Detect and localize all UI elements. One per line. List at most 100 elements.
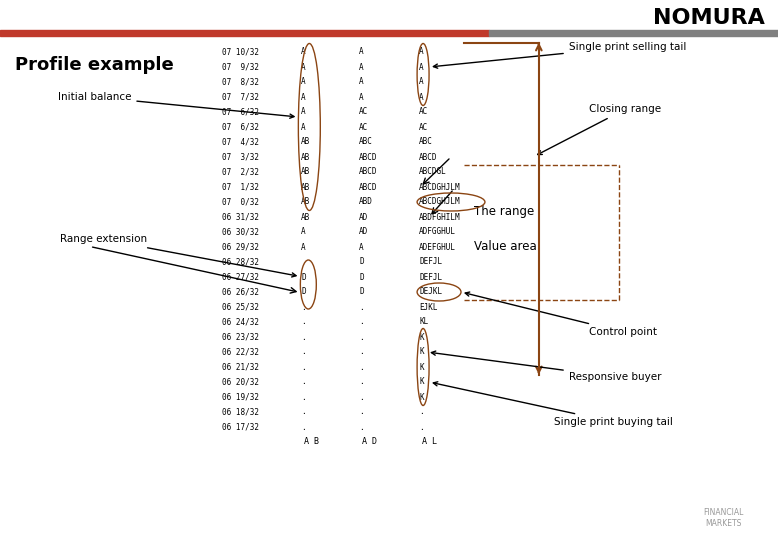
- Text: A: A: [419, 78, 424, 86]
- Text: .: .: [360, 393, 363, 402]
- Text: .: .: [360, 348, 363, 356]
- Text: A: A: [301, 48, 306, 57]
- Text: A: A: [419, 63, 424, 71]
- Text: .: .: [419, 408, 424, 416]
- Text: .: .: [360, 333, 363, 341]
- Text: 06 21/32: 06 21/32: [222, 362, 258, 372]
- Text: 06 28/32: 06 28/32: [222, 258, 258, 267]
- Text: ADEFGHUL: ADEFGHUL: [419, 242, 456, 252]
- Text: .: .: [301, 348, 306, 356]
- Text: .: .: [301, 362, 306, 372]
- Text: 06 27/32: 06 27/32: [222, 273, 258, 281]
- Text: 06 18/32: 06 18/32: [222, 408, 258, 416]
- Text: .: .: [301, 333, 306, 341]
- Text: Single print selling tail: Single print selling tail: [434, 42, 686, 68]
- Text: KL: KL: [419, 318, 428, 327]
- Text: ABCD: ABCD: [360, 152, 378, 161]
- Text: Single print buying tail: Single print buying tail: [434, 382, 672, 427]
- Text: AB: AB: [301, 167, 310, 177]
- Text: Profile example: Profile example: [15, 56, 174, 74]
- Text: 07  3/32: 07 3/32: [222, 152, 258, 161]
- Text: AC: AC: [419, 123, 428, 132]
- Text: .: .: [360, 422, 363, 431]
- Text: 06 23/32: 06 23/32: [222, 333, 258, 341]
- Text: A D: A D: [362, 437, 378, 447]
- Text: A: A: [419, 48, 424, 57]
- Text: EJKL: EJKL: [419, 302, 438, 312]
- Text: AB: AB: [301, 213, 310, 221]
- Text: 06 26/32: 06 26/32: [222, 287, 258, 296]
- Text: K: K: [419, 362, 424, 372]
- Text: 07  6/32: 07 6/32: [222, 107, 258, 117]
- Text: D: D: [301, 287, 306, 296]
- Text: ABCDGHJLM: ABCDGHJLM: [419, 183, 461, 192]
- Text: .: .: [301, 408, 306, 416]
- Text: FINANCIAL
MARKETS: FINANCIAL MARKETS: [704, 508, 743, 528]
- Text: ABCDGHJLM: ABCDGHJLM: [419, 198, 461, 206]
- Text: ABC: ABC: [419, 138, 433, 146]
- Text: 07  4/32: 07 4/32: [222, 138, 258, 146]
- Text: ABDFGHILM: ABDFGHILM: [419, 213, 461, 221]
- Text: .: .: [360, 408, 363, 416]
- Text: .: .: [360, 362, 363, 372]
- Text: AD: AD: [360, 227, 368, 237]
- Text: Value area: Value area: [474, 240, 537, 253]
- Text: D: D: [360, 273, 363, 281]
- Text: .: .: [360, 377, 363, 387]
- Text: AB: AB: [301, 198, 310, 206]
- Text: 07  6/32: 07 6/32: [222, 123, 258, 132]
- Text: .: .: [301, 302, 306, 312]
- Text: Range extension: Range extension: [60, 234, 296, 277]
- Text: A: A: [301, 78, 306, 86]
- Text: The range: The range: [474, 206, 534, 219]
- Text: A B: A B: [304, 437, 319, 447]
- Text: .: .: [301, 393, 306, 402]
- Text: AC: AC: [360, 123, 368, 132]
- Text: A: A: [360, 242, 363, 252]
- Text: ABD: ABD: [360, 198, 373, 206]
- Text: 06 25/32: 06 25/32: [222, 302, 258, 312]
- Text: 06 24/32: 06 24/32: [222, 318, 258, 327]
- Text: A: A: [360, 92, 363, 102]
- Text: K: K: [419, 348, 424, 356]
- Bar: [0, 30, 489, 36]
- Text: 06 17/32: 06 17/32: [222, 422, 258, 431]
- Text: 07  8/32: 07 8/32: [222, 78, 258, 86]
- Text: A: A: [360, 78, 363, 86]
- Text: Initial balance: Initial balance: [58, 92, 294, 118]
- Text: 07  0/32: 07 0/32: [222, 198, 258, 206]
- Text: ABCDGL: ABCDGL: [419, 167, 447, 177]
- Text: A: A: [360, 48, 363, 57]
- Text: .: .: [301, 377, 306, 387]
- Text: 06 19/32: 06 19/32: [222, 393, 258, 402]
- Text: NOMURA: NOMURA: [653, 8, 764, 28]
- Text: AC: AC: [419, 107, 428, 117]
- Text: 06 20/32: 06 20/32: [222, 377, 258, 387]
- Text: DEJKL: DEJKL: [419, 287, 442, 296]
- Text: A: A: [301, 227, 306, 237]
- Text: .: .: [301, 422, 306, 431]
- Text: A: A: [301, 107, 306, 117]
- Text: A: A: [360, 63, 363, 71]
- Text: Responsive buyer: Responsive buyer: [431, 351, 661, 382]
- Text: ABCD: ABCD: [419, 152, 438, 161]
- Text: K: K: [419, 393, 424, 402]
- Text: 07  7/32: 07 7/32: [222, 92, 258, 102]
- Text: K: K: [419, 333, 424, 341]
- Text: A: A: [301, 242, 306, 252]
- Text: ABC: ABC: [360, 138, 373, 146]
- Text: DEFJL: DEFJL: [419, 258, 442, 267]
- Text: 07  9/32: 07 9/32: [222, 63, 258, 71]
- Text: ADFGGHUL: ADFGGHUL: [419, 227, 456, 237]
- Text: D: D: [360, 287, 363, 296]
- Text: .: .: [301, 318, 306, 327]
- Text: .: .: [360, 302, 363, 312]
- Text: AB: AB: [301, 183, 310, 192]
- Text: A L: A L: [422, 437, 437, 447]
- Text: AD: AD: [360, 213, 368, 221]
- Text: K: K: [419, 377, 424, 387]
- Text: Closing range: Closing range: [537, 105, 661, 154]
- Text: D: D: [360, 258, 363, 267]
- Text: 07 10/32: 07 10/32: [222, 48, 258, 57]
- Text: .: .: [419, 422, 424, 431]
